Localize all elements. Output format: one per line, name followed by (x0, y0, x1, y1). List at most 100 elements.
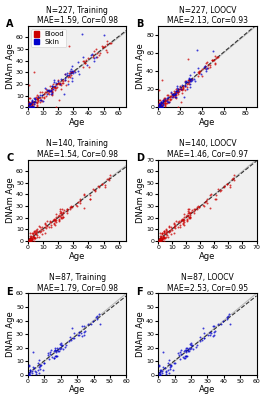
Point (164, 98, 169, 104)
Point (54, 353, 59, 360)
Point (39, 226, 43, 232)
Point (173, 89, 177, 96)
Point (158, 232, 163, 239)
Point (160, 77, 164, 83)
Point (50, 90, 54, 97)
Point (181, 222, 186, 228)
Point (208, 204, 212, 211)
Point (43, 84, 48, 91)
Point (201, 64, 206, 70)
Point (188, 76, 192, 83)
Point (166, 99, 170, 105)
Point (165, 228, 169, 234)
Point (107, 40, 112, 46)
Point (228, 181, 232, 188)
Point (49, 91, 53, 98)
Point (42, 91, 46, 98)
Point (33, 95, 38, 101)
Point (158, 233, 163, 240)
Point (174, 95, 178, 101)
Point (165, 232, 169, 238)
Point (181, 84, 185, 90)
Point (171, 94, 175, 100)
Point (27, 104, 32, 110)
Point (174, 86, 178, 92)
Point (164, 100, 168, 106)
Point (157, 371, 162, 377)
Title: N=227, Training
MAE=1.59, Cor=0.98: N=227, Training MAE=1.59, Cor=0.98 (37, 6, 118, 25)
Point (68, 206, 72, 212)
Point (40, 97, 45, 104)
Point (38, 362, 42, 368)
Point (159, 238, 163, 244)
Point (169, 231, 173, 237)
Point (42, 95, 46, 102)
Point (58, 341, 62, 347)
Point (167, 99, 171, 105)
Point (27, 100, 31, 107)
Point (157, 97, 161, 104)
Point (66, 72, 71, 78)
Point (197, 204, 201, 210)
Point (186, 76, 191, 82)
Point (38, 96, 42, 103)
Point (47, 224, 51, 230)
Point (177, 86, 181, 92)
Point (34, 231, 39, 238)
Point (161, 98, 166, 104)
Point (178, 348, 182, 355)
Point (92, 48, 96, 54)
Point (40, 231, 44, 237)
Point (176, 89, 180, 95)
Point (36, 357, 41, 363)
Point (32, 235, 36, 242)
Point (157, 100, 161, 106)
Point (81, 58, 85, 64)
Point (28, 236, 32, 242)
Point (225, 316, 229, 322)
Point (157, 104, 161, 110)
Point (169, 224, 173, 231)
Point (74, 202, 78, 208)
Point (31, 99, 35, 106)
Y-axis label: DNAm Age: DNAm Age (6, 178, 15, 223)
Point (50, 85, 54, 91)
Point (52, 79, 56, 85)
Point (173, 218, 178, 224)
Point (161, 364, 165, 370)
Point (206, 65, 210, 72)
Point (180, 82, 184, 88)
Point (196, 203, 201, 209)
Point (171, 91, 175, 98)
Point (158, 372, 162, 378)
Text: D: D (136, 153, 144, 163)
Point (202, 330, 206, 336)
Point (46, 350, 50, 357)
Point (63, 76, 67, 83)
Point (52, 355, 56, 362)
Point (187, 345, 192, 352)
Point (58, 346, 62, 352)
Point (188, 341, 192, 347)
Point (210, 323, 215, 330)
Point (82, 58, 86, 64)
Point (67, 338, 72, 344)
Point (98, 321, 102, 328)
Point (81, 332, 86, 339)
Point (168, 92, 173, 99)
Point (173, 88, 178, 94)
Point (157, 101, 161, 108)
Point (159, 99, 163, 106)
Point (157, 104, 161, 110)
Point (65, 70, 69, 76)
Point (85, 62, 89, 68)
Point (27, 238, 31, 244)
Point (188, 77, 192, 83)
X-axis label: Age: Age (69, 252, 85, 261)
Point (46, 90, 50, 96)
Point (53, 353, 57, 359)
Point (200, 337, 204, 344)
Point (169, 95, 173, 102)
Point (70, 69, 74, 75)
Point (210, 57, 215, 63)
